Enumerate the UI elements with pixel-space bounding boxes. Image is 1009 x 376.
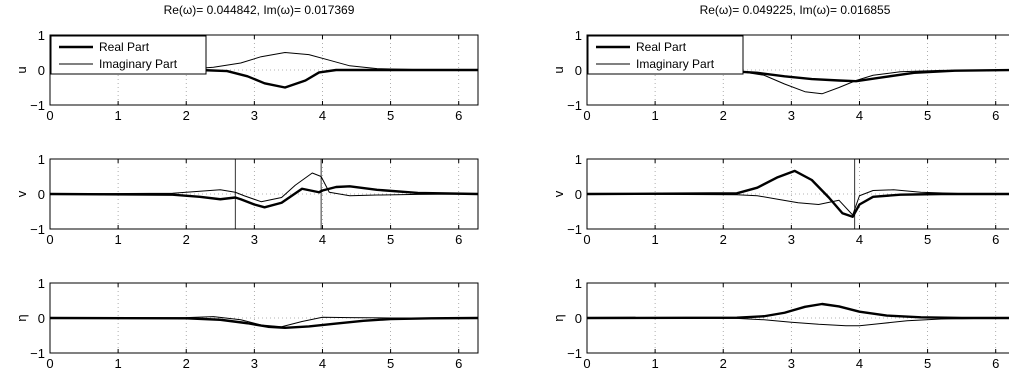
legend-label: Imaginary Part	[99, 57, 178, 71]
x-tick-label: 5	[924, 108, 931, 123]
y-tick-label: 0	[38, 63, 45, 78]
legend-label: Real Part	[99, 40, 150, 54]
x-tick-label: 1	[115, 356, 122, 371]
x-tick-label: 5	[924, 356, 931, 371]
y-tick-label: 0	[575, 311, 582, 326]
x-tick-label: 3	[251, 356, 258, 371]
x-tick-label: 4	[319, 108, 326, 123]
x-tick-label: 1	[652, 108, 659, 123]
x-tick-label: 2	[720, 356, 727, 371]
x-tick-label: 2	[183, 356, 190, 371]
x-tick-label: 6	[992, 108, 999, 123]
axes-frame	[586, 282, 1009, 354]
series-imaginary-part	[49, 172, 478, 203]
x-tick-label: 2	[720, 232, 727, 247]
series-imaginary-part	[586, 317, 1009, 327]
x-tick-label: 1	[115, 232, 122, 247]
legend-label: Imaginary Part	[636, 57, 715, 71]
y-tick-label: 0	[575, 63, 582, 78]
y-tick-label: 1	[575, 276, 582, 291]
x-tick-label: 5	[387, 232, 394, 247]
legend-box	[587, 35, 744, 75]
x-tick-label: 4	[319, 356, 326, 371]
x-tick-label: 4	[856, 356, 863, 371]
y-tick-label: −1	[30, 346, 45, 361]
y-axis-label: η	[14, 314, 29, 321]
x-tick-label: 0	[46, 232, 53, 247]
y-tick-label: 0	[38, 187, 45, 202]
y-tick-label: −1	[30, 222, 45, 237]
y-tick-label: 1	[38, 276, 45, 291]
series-imaginary-part	[586, 69, 1009, 95]
y-axis-label: u	[551, 66, 566, 73]
x-tick-label: 2	[183, 232, 190, 247]
x-tick-label: 0	[583, 108, 590, 123]
y-axis-label: v	[551, 190, 566, 197]
y-tick-label: −1	[567, 98, 582, 113]
y-tick-label: −1	[567, 222, 582, 237]
x-tick-label: 5	[387, 356, 394, 371]
x-tick-label: 6	[992, 232, 999, 247]
y-tick-label: 0	[575, 187, 582, 202]
x-tick-label: 0	[46, 356, 53, 371]
y-axis-label: v	[14, 190, 29, 197]
series-real-part	[49, 185, 478, 209]
x-tick-label: 6	[455, 356, 462, 371]
axes-frame	[586, 34, 1009, 106]
x-tick-label: 3	[788, 232, 795, 247]
axes-frame	[49, 282, 479, 354]
x-tick-label: 4	[856, 108, 863, 123]
title-right: Re(ω)= 0.049225, Im(ω)= 0.016855	[700, 3, 891, 17]
x-tick-label: 6	[455, 232, 462, 247]
x-tick-label: 0	[46, 108, 53, 123]
x-tick-label: 1	[652, 356, 659, 371]
series-real-part	[49, 316, 478, 329]
series-imaginary-part	[49, 52, 478, 71]
x-tick-label: 3	[251, 108, 258, 123]
y-tick-label: 0	[38, 311, 45, 326]
series-real-part	[586, 169, 1009, 218]
x-tick-label: 0	[583, 356, 590, 371]
series-imaginary-part	[49, 316, 478, 328]
x-tick-label: 6	[992, 356, 999, 371]
y-axis-label: η	[551, 314, 566, 321]
x-tick-label: 5	[924, 232, 931, 247]
series-real-part	[586, 302, 1009, 320]
x-tick-label: 2	[183, 108, 190, 123]
y-tick-label: 1	[575, 152, 582, 167]
x-tick-label: 4	[856, 232, 863, 247]
title-left: Re(ω)= 0.044842, Im(ω)= 0.017369	[164, 3, 355, 17]
x-tick-label: 5	[387, 108, 394, 123]
y-axis-label: u	[14, 66, 29, 73]
legend-label: Real Part	[636, 40, 687, 54]
series-real-part	[50, 68, 478, 89]
x-tick-label: 0	[583, 232, 590, 247]
y-tick-label: 1	[575, 28, 582, 43]
axes-frame	[49, 34, 479, 106]
legend-box	[50, 35, 207, 75]
x-tick-label: 2	[720, 108, 727, 123]
y-tick-label: −1	[567, 346, 582, 361]
x-tick-label: 4	[319, 232, 326, 247]
axes-frame	[586, 158, 1009, 230]
x-tick-label: 3	[788, 356, 795, 371]
x-tick-label: 1	[115, 108, 122, 123]
x-tick-label: 6	[455, 108, 462, 123]
x-tick-label: 3	[251, 232, 258, 247]
x-tick-label: 1	[652, 232, 659, 247]
series-imaginary-part	[586, 189, 1009, 216]
axes-frame	[49, 158, 479, 230]
y-tick-label: −1	[30, 98, 45, 113]
y-tick-label: 1	[38, 28, 45, 43]
y-tick-label: 1	[38, 152, 45, 167]
x-tick-label: 3	[788, 108, 795, 123]
